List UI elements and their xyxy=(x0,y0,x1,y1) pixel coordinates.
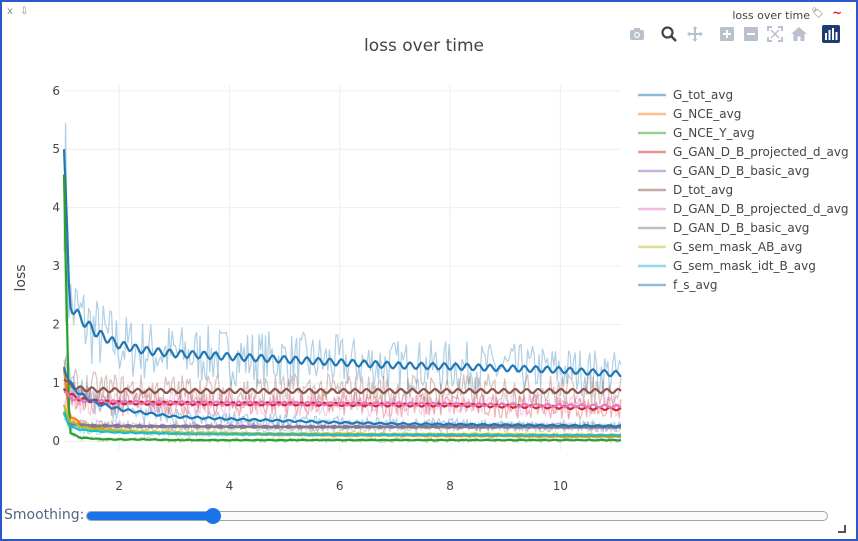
smoothing-slider-fill xyxy=(87,512,213,520)
series-line xyxy=(62,366,622,428)
loss-chart: 0 1 2 3 4 5 6 2 4 6 8 10 loss over time loss G_tot_… xyxy=(13,36,849,493)
tag-icon[interactable]: 🏷 xyxy=(811,8,824,19)
legend-item[interactable]: f_s_avg xyxy=(638,278,718,292)
legend-label: G_GAN_D_B_basic_avg xyxy=(673,164,809,178)
resize-handle[interactable] xyxy=(838,525,846,533)
y-tick-label: 6 xyxy=(52,84,60,98)
legend-label: G_sem_mask_idt_B_avg xyxy=(673,259,816,273)
series-raw-line xyxy=(63,370,622,422)
plotly-logo-icon[interactable] xyxy=(822,25,842,45)
legend-label: D_tot_avg xyxy=(673,183,733,197)
autoscale-icon[interactable] xyxy=(766,25,786,45)
legend-label: G_NCE_Y_avg xyxy=(673,126,755,140)
pan-icon[interactable] xyxy=(686,25,706,45)
legend-item[interactable]: G_NCE_Y_avg xyxy=(638,126,755,140)
series-line xyxy=(64,391,622,409)
legend-item[interactable]: D_GAN_D_B_basic_avg xyxy=(638,221,809,235)
series-raw-line xyxy=(63,406,622,434)
series-raw-line xyxy=(63,122,622,397)
x-tick-label: 10 xyxy=(553,479,568,493)
series-line xyxy=(62,174,622,442)
legend-item[interactable]: D_tot_avg xyxy=(638,183,733,197)
legend-label: G_GAN_D_B_projected_d_avg xyxy=(673,145,849,159)
raw-noise-bands xyxy=(63,122,622,445)
legend-item[interactable]: G_sem_mask_idt_B_avg xyxy=(638,259,816,273)
camera-icon[interactable] xyxy=(628,25,648,45)
legend-item[interactable]: G_GAN_D_B_basic_avg xyxy=(638,164,809,178)
legend-label: f_s_avg xyxy=(673,278,718,292)
home-icon[interactable] xyxy=(790,25,810,45)
legend-label: G_NCE_avg xyxy=(673,107,741,121)
x-tick-label: 8 xyxy=(446,479,454,493)
series-raw-line xyxy=(63,358,622,410)
y-tick-label: 0 xyxy=(52,434,60,448)
y-tick-label: 3 xyxy=(52,259,60,273)
smoothing-slider-thumb[interactable] xyxy=(204,508,221,524)
zoom-in-icon[interactable] xyxy=(718,25,738,45)
x-tick-label: 2 xyxy=(115,479,123,493)
legend-item[interactable]: G_tot_avg xyxy=(638,88,733,102)
series-line xyxy=(62,149,622,378)
close-icon[interactable]: x xyxy=(7,6,13,17)
chart-title: loss over time xyxy=(364,36,484,56)
legend-label: G_tot_avg xyxy=(673,88,733,102)
y-tick-label: 1 xyxy=(52,376,60,390)
x-tick-label: 6 xyxy=(336,479,344,493)
series-lines xyxy=(62,149,622,442)
pane-title: loss over time xyxy=(732,9,810,22)
legend-label: G_sem_mask_AB_avg xyxy=(673,240,802,254)
smoothing-slider[interactable] xyxy=(86,508,828,524)
legend-item[interactable]: D_GAN_D_B_projected_d_avg xyxy=(638,202,849,216)
y-tick-label: 4 xyxy=(52,201,60,215)
y-tick-label: 5 xyxy=(52,142,60,156)
wave-icon[interactable]: ~ xyxy=(831,6,842,20)
y-axis-label: loss xyxy=(13,264,29,291)
zoom-icon[interactable] xyxy=(660,25,680,45)
pin-icon[interactable]: ⇩ xyxy=(20,6,29,17)
legend-item[interactable]: G_NCE_avg xyxy=(638,107,741,121)
y-tick-label: 2 xyxy=(52,317,60,331)
series-line xyxy=(63,413,622,429)
legend[interactable]: G_tot_avg G_NCE_avg G_NCE_Y_avg G_GAN_D_B_p… xyxy=(638,88,849,292)
legend-item[interactable]: G_GAN_D_B_projected_d_avg xyxy=(638,145,849,159)
legend-label: D_GAN_D_B_projected_d_avg xyxy=(673,202,849,216)
series-line xyxy=(63,378,622,395)
zoom-out-icon[interactable] xyxy=(742,25,762,45)
axis-ticks: 0 1 2 3 4 5 6 2 4 6 8 10 xyxy=(52,84,568,493)
legend-label: D_GAN_D_B_basic_avg xyxy=(673,221,809,235)
smoothing-label: Smoothing: xyxy=(4,507,85,523)
legend-item[interactable]: G_sem_mask_AB_avg xyxy=(638,240,802,254)
x-tick-label: 4 xyxy=(226,479,234,493)
series-line xyxy=(62,411,622,437)
